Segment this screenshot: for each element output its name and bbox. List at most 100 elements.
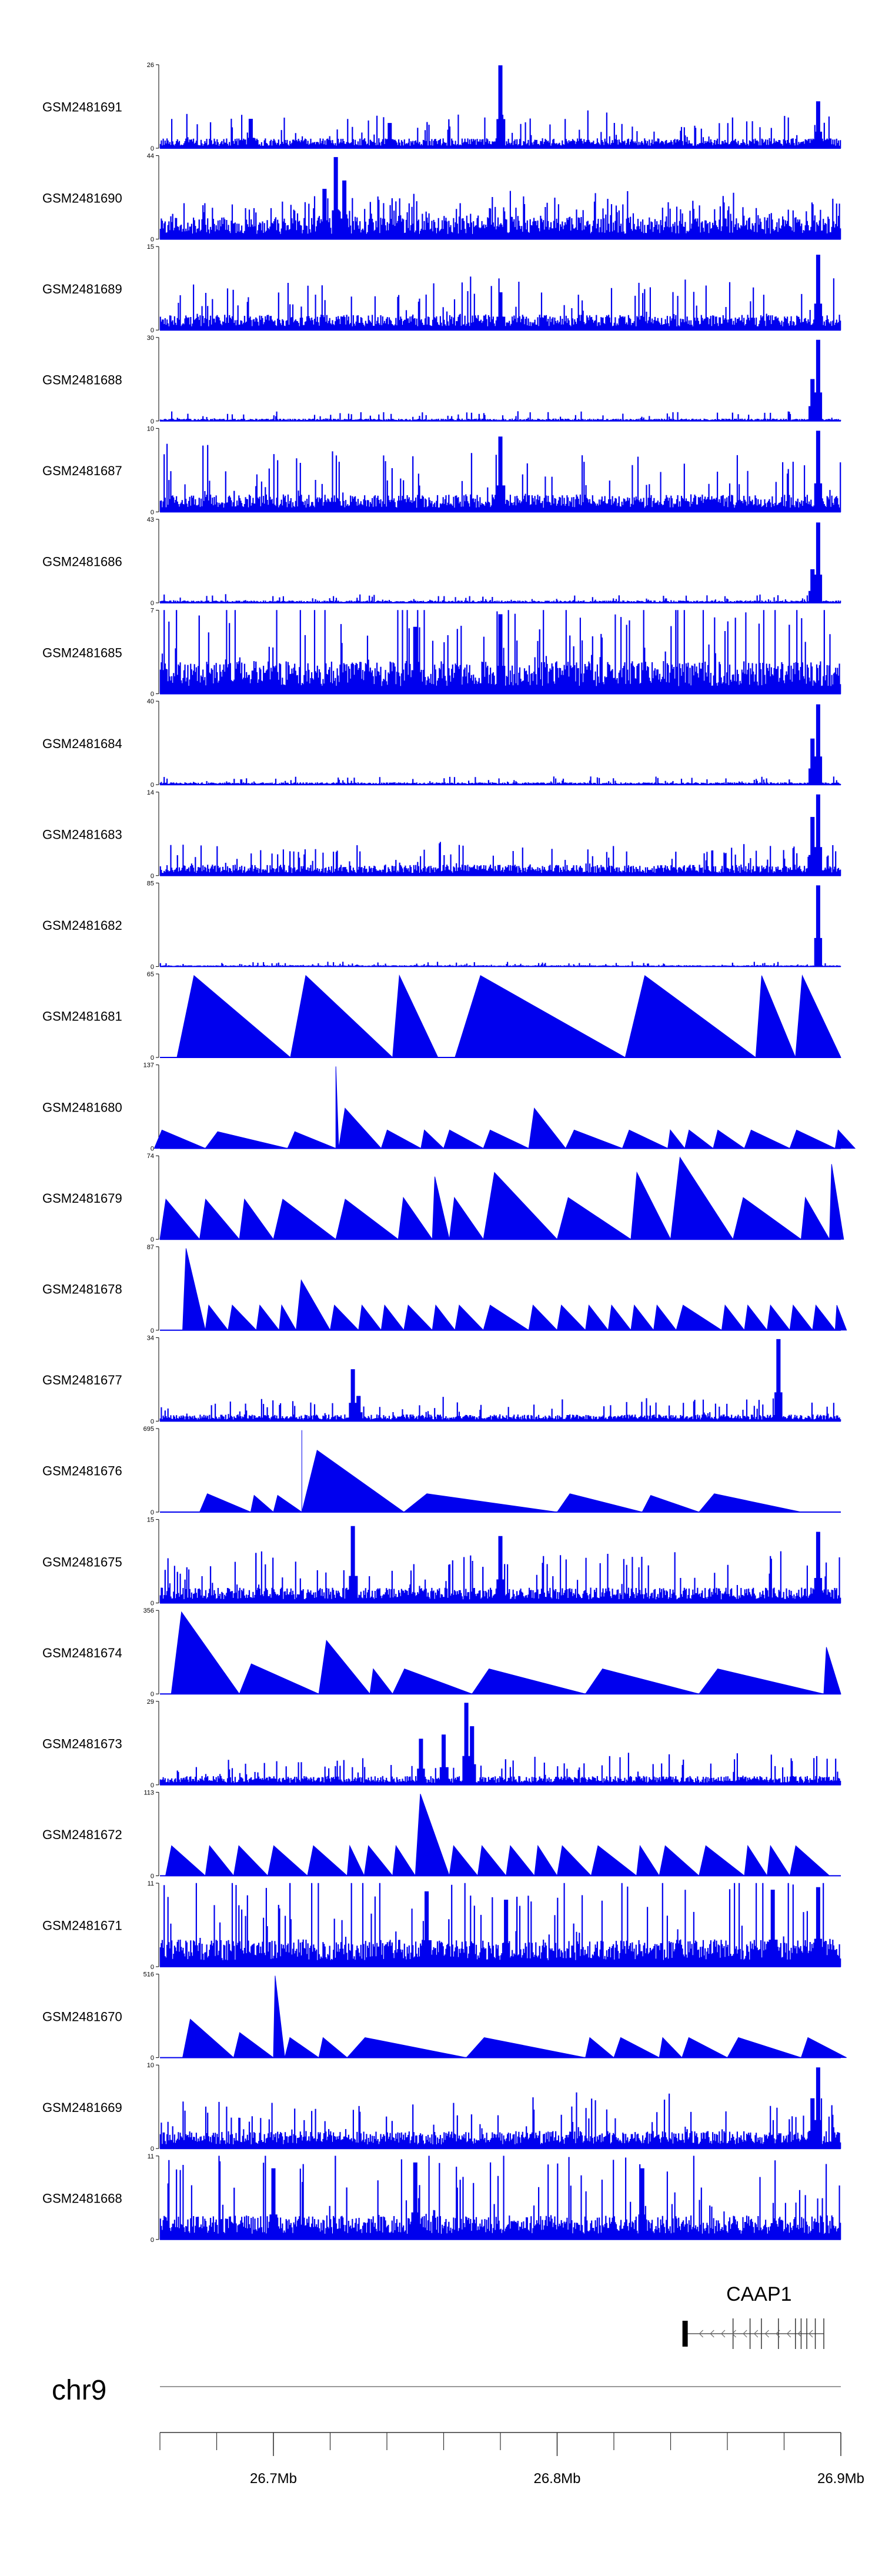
y-min-label: 0 bbox=[151, 2145, 154, 2153]
track-GSM2481669: GSM2481669 10 0 bbox=[42, 2062, 841, 2153]
track-GSM2481690: GSM2481690 44 0 bbox=[42, 153, 841, 243]
track-label: GSM2481677 bbox=[42, 1373, 122, 1387]
track-label: GSM2481674 bbox=[42, 1646, 122, 1660]
track-label: GSM2481678 bbox=[42, 1282, 122, 1296]
strand-arrow bbox=[776, 2330, 780, 2338]
genome-axis: chr9 26.7Mb 26.8Mb 26.9Mb bbox=[52, 2375, 864, 2487]
y-min-label: 0 bbox=[151, 1327, 154, 1334]
x-tick-label: 26.7Mb bbox=[250, 2471, 297, 2487]
track-label: GSM2481668 bbox=[42, 2191, 122, 2205]
track-GSM2481668: GSM2481668 11 0 bbox=[42, 2153, 841, 2244]
coverage-area bbox=[159, 1883, 841, 1967]
y-max-label: 34 bbox=[147, 1334, 154, 1342]
y-max-label: 137 bbox=[143, 1062, 154, 1069]
coverage-area bbox=[171, 1611, 841, 1694]
coverage-area bbox=[159, 794, 841, 876]
y-min-label: 0 bbox=[151, 1600, 154, 1607]
track-label: GSM2481683 bbox=[42, 827, 122, 842]
track-label: GSM2481687 bbox=[42, 463, 122, 478]
track-GSM2481673: GSM2481673 29 0 bbox=[42, 1699, 841, 1789]
track-label: GSM2481685 bbox=[42, 645, 122, 660]
y-max-label: 43 bbox=[147, 516, 154, 523]
coverage-area bbox=[159, 1703, 841, 1786]
track-label: GSM2481681 bbox=[42, 1009, 122, 1024]
coverage-area bbox=[182, 1976, 847, 2058]
y-max-label: 40 bbox=[147, 698, 154, 705]
track-GSM2481687: GSM2481687 10 0 bbox=[42, 425, 841, 516]
y-min-label: 0 bbox=[151, 1418, 154, 1425]
track-GSM2481689: GSM2481689 15 0 bbox=[42, 243, 841, 334]
y-min-label: 0 bbox=[151, 963, 154, 970]
y-max-label: 356 bbox=[143, 1607, 154, 1614]
y-min-label: 0 bbox=[151, 418, 154, 425]
y-min-label: 0 bbox=[151, 1055, 154, 1062]
coverage-area bbox=[159, 610, 841, 694]
y-max-label: 10 bbox=[147, 425, 154, 432]
track-list: GSM2481691260GSM2481690440GSM2481689150G… bbox=[42, 62, 856, 2244]
y-min-label: 0 bbox=[151, 236, 154, 243]
strand-arrow bbox=[753, 2330, 759, 2338]
track-label: GSM2481679 bbox=[42, 1191, 122, 1206]
y-min-label: 0 bbox=[151, 1146, 154, 1153]
coverage-area bbox=[159, 2067, 841, 2149]
track-label: GSM2481676 bbox=[42, 1464, 122, 1479]
track-label: GSM2481669 bbox=[42, 2100, 122, 2115]
track-label: GSM2481670 bbox=[42, 2009, 122, 2024]
track-label: GSM2481684 bbox=[42, 736, 122, 751]
track-GSM2481680: GSM2481680 137 0 bbox=[42, 1062, 856, 1153]
coverage-area bbox=[159, 339, 841, 422]
y-min-label: 0 bbox=[151, 1691, 154, 1698]
y-max-label: 11 bbox=[148, 2153, 154, 2160]
coverage-area bbox=[176, 974, 841, 1058]
track-label: GSM2481680 bbox=[42, 1100, 122, 1115]
track-label: GSM2481673 bbox=[42, 1736, 122, 1751]
coverage-area bbox=[159, 1156, 844, 1240]
gene-annotation: CAAP1 bbox=[682, 2283, 824, 2349]
track-GSM2481686: GSM2481686 43 0 bbox=[42, 516, 841, 607]
track-GSM2481671: GSM2481671 11 0 bbox=[42, 1880, 841, 1971]
track-GSM2481678: GSM2481678 87 0 bbox=[42, 1244, 847, 1334]
track-GSM2481672: GSM2481672 113 0 bbox=[42, 1789, 841, 1880]
track-GSM2481674: GSM2481674 356 0 bbox=[42, 1607, 841, 1698]
track-GSM2481688: GSM2481688 30 0 bbox=[42, 335, 841, 425]
y-max-label: 113 bbox=[143, 1789, 154, 1796]
track-label: GSM2481688 bbox=[42, 372, 122, 387]
y-max-label: 65 bbox=[147, 971, 154, 978]
y-min-label: 0 bbox=[151, 2237, 154, 2244]
track-label: GSM2481690 bbox=[42, 191, 122, 205]
strand-arrow bbox=[797, 2330, 802, 2338]
strand-arrow bbox=[710, 2330, 714, 2338]
coverage-area bbox=[153, 1066, 856, 1149]
y-max-label: 85 bbox=[147, 880, 154, 887]
coverage-area bbox=[159, 431, 841, 512]
strand-arrow bbox=[743, 2330, 747, 2338]
y-max-label: 15 bbox=[147, 1517, 154, 1524]
y-min-label: 0 bbox=[151, 1964, 154, 1971]
strand-arrow bbox=[699, 2330, 704, 2338]
chromosome-label: chr9 bbox=[52, 2375, 106, 2406]
track-GSM2481679: GSM2481679 74 0 bbox=[42, 1153, 844, 1243]
track-label: GSM2481691 bbox=[42, 100, 122, 115]
y-min-label: 0 bbox=[151, 1509, 154, 1516]
coverage-area bbox=[182, 1248, 847, 1331]
y-max-label: 11 bbox=[148, 1880, 154, 1887]
y-min-label: 0 bbox=[151, 327, 154, 334]
y-max-label: 29 bbox=[147, 1699, 154, 1706]
y-min-label: 0 bbox=[151, 873, 154, 880]
track-GSM2481684: GSM2481684 40 0 bbox=[42, 698, 841, 789]
coverage-area bbox=[159, 255, 841, 331]
y-min-label: 0 bbox=[151, 782, 154, 789]
strand-arrow bbox=[731, 2330, 736, 2338]
track-GSM2481670: GSM2481670 516 0 bbox=[42, 1971, 847, 2062]
strand-arrow bbox=[808, 2330, 813, 2338]
track-label: GSM2481672 bbox=[42, 1827, 122, 1842]
coverage-area bbox=[159, 65, 841, 149]
track-label: GSM2481671 bbox=[42, 1918, 122, 1933]
y-min-label: 0 bbox=[151, 600, 154, 607]
y-max-label: 74 bbox=[147, 1153, 154, 1160]
strand-arrow bbox=[764, 2330, 769, 2338]
track-GSM2481677: GSM2481677 34 0 bbox=[42, 1334, 841, 1425]
track-label: GSM2481675 bbox=[42, 1554, 122, 1569]
x-tick-label: 26.8Mb bbox=[533, 2471, 580, 2487]
